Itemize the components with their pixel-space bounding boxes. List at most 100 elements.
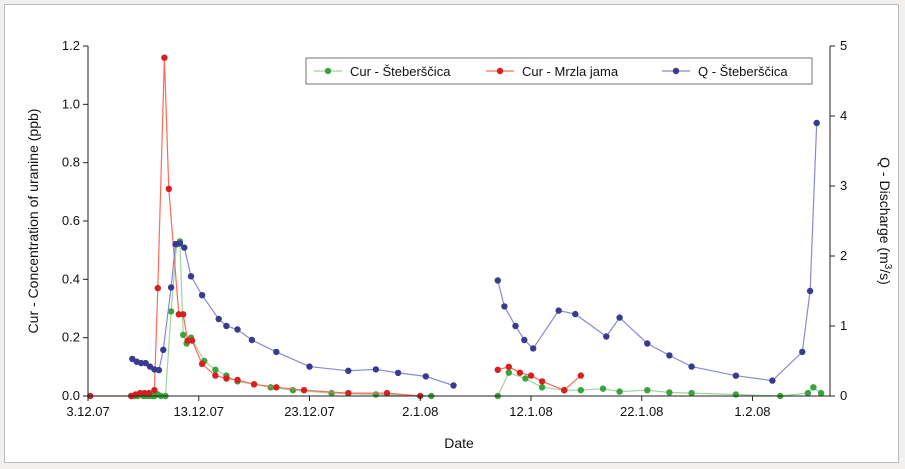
- legend-marker: [496, 67, 504, 75]
- series-1: [87, 54, 584, 400]
- y-left-tick-label: 0.0: [62, 388, 80, 403]
- data-point: [161, 54, 168, 61]
- data-point: [527, 372, 535, 379]
- data-point: [328, 389, 335, 397]
- data-point: [306, 363, 313, 370]
- data-point: [561, 387, 568, 394]
- x-tick-label: 1.2.08: [734, 404, 770, 419]
- legend-box: [305, 57, 813, 85]
- data-point: [688, 389, 695, 397]
- series-layer: [87, 54, 825, 400]
- data-point: [142, 359, 149, 367]
- data-point: [175, 311, 182, 318]
- data-point: [799, 348, 806, 356]
- series-line: [131, 240, 432, 397]
- data-point: [215, 315, 222, 323]
- series-line: [90, 57, 421, 397]
- data-point: [644, 340, 651, 347]
- data-point: [181, 244, 188, 251]
- data-point: [666, 389, 673, 396]
- data-point: [176, 240, 184, 247]
- data-point: [501, 303, 508, 310]
- data-point: [450, 382, 457, 389]
- data-point: [234, 376, 241, 384]
- series-0: [128, 238, 825, 400]
- data-point: [372, 366, 380, 373]
- data-point: [769, 377, 776, 384]
- y-right-tick-label: 4: [840, 108, 847, 123]
- y-left-axis-title: Cur - Concentration of uranine (ppb): [25, 109, 41, 334]
- data-point: [538, 378, 546, 385]
- data-point: [180, 311, 187, 318]
- data-point: [151, 387, 158, 394]
- x-tick-label: 2.1.08: [402, 404, 438, 419]
- legend: Cur - Šteberščica Cur - Mrzla jama Q - Šte…: [305, 57, 813, 85]
- data-point: [505, 369, 512, 376]
- data-point: [732, 372, 740, 379]
- y-left-tick-label: 0.6: [62, 213, 80, 228]
- x-tick-label: 13.12.07: [173, 404, 224, 419]
- data-point: [165, 185, 172, 193]
- data-point: [184, 337, 191, 344]
- series-2: [129, 119, 820, 389]
- data-point: [223, 322, 230, 330]
- y-right-axis-title: Q - Discharge (m3/s): [877, 157, 894, 285]
- data-point: [250, 381, 258, 388]
- data-point: [372, 391, 380, 398]
- data-point: [732, 391, 740, 398]
- y-left-tick-label: 1.2: [62, 38, 80, 53]
- y-left-tick-label: 1.0: [62, 96, 80, 111]
- data-point: [136, 389, 144, 397]
- data-point: [666, 352, 673, 359]
- data-point: [273, 348, 280, 356]
- data-point: [555, 307, 562, 314]
- data-point: [616, 388, 623, 395]
- data-point: [383, 389, 391, 397]
- data-point: [538, 384, 546, 391]
- data-point: [345, 389, 352, 397]
- data-point: [273, 384, 280, 391]
- data-point: [160, 346, 167, 353]
- data-point: [188, 337, 196, 344]
- data-point: [516, 369, 524, 376]
- data-point: [806, 287, 814, 295]
- data-point: [688, 363, 695, 370]
- data-point: [155, 366, 163, 374]
- data-point: [494, 277, 501, 284]
- data-point: [212, 372, 219, 379]
- x-axis-title: Date: [444, 435, 474, 451]
- data-point: [212, 366, 219, 373]
- data-point: [198, 360, 206, 368]
- data-point: [154, 284, 161, 292]
- data-point: [494, 366, 501, 373]
- data-point: [522, 375, 529, 382]
- data-point: [521, 336, 528, 344]
- data-point: [512, 322, 519, 330]
- data-point: [167, 284, 175, 291]
- data-point: [422, 373, 429, 380]
- data-point: [530, 345, 537, 352]
- data-point: [577, 387, 584, 394]
- y-right-tick-label: 3: [840, 178, 847, 193]
- series-line: [497, 371, 822, 397]
- data-point: [145, 389, 153, 397]
- x-tick-label: 23.12.07: [284, 404, 335, 419]
- legend-label: Cur - Mrzla jama: [522, 64, 619, 79]
- y-left-tick-label: 0.4: [62, 271, 80, 286]
- data-point: [817, 389, 825, 397]
- data-point: [167, 308, 175, 315]
- data-point: [810, 384, 817, 391]
- data-point: [187, 273, 195, 280]
- y-left-tick-label: 0.8: [62, 155, 80, 170]
- data-point: [603, 333, 610, 340]
- x-tick-label: 12.1.08: [509, 404, 552, 419]
- data-point: [198, 292, 206, 299]
- data-point: [141, 389, 148, 397]
- data-point: [180, 331, 187, 338]
- data-point: [248, 336, 256, 344]
- data-point: [267, 384, 274, 391]
- y-right-tick-label: 1: [840, 318, 847, 333]
- data-point: [394, 369, 402, 377]
- y-right-tick-label: 2: [840, 248, 847, 263]
